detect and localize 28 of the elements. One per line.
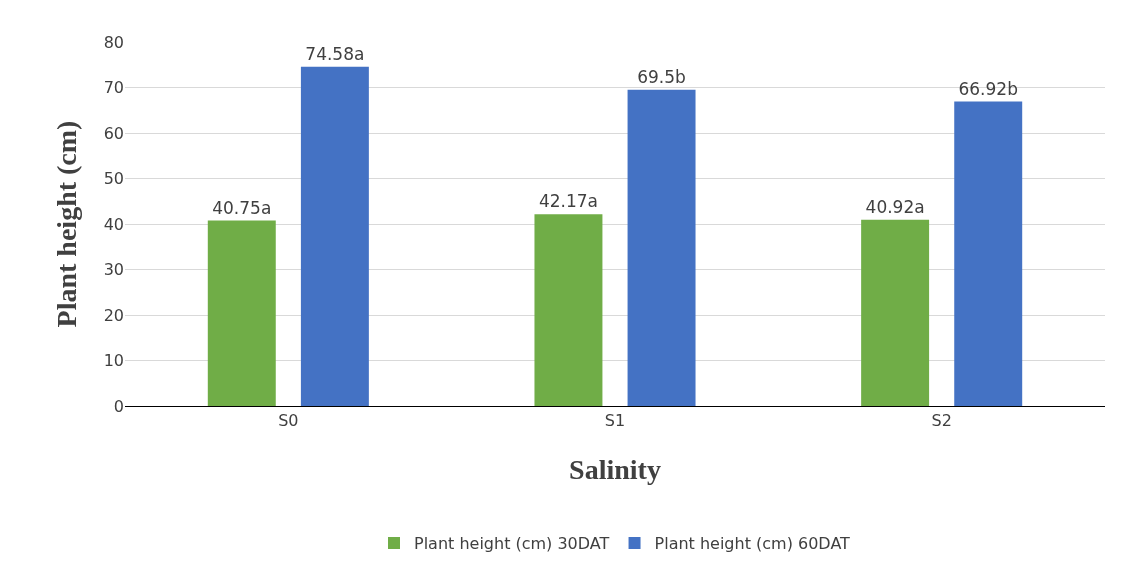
y-tick-label: 80 [103,32,124,52]
legend-label: Plant height (cm) 60DAT [654,534,851,554]
y-tick-label: 60 [103,123,124,143]
y-tick-label: 20 [103,305,124,325]
data-label: 40.75a [212,197,272,218]
legend-label: Plant height (cm) 30DAT [414,534,610,554]
bar [207,220,276,406]
data-label: 69.5b [637,66,686,87]
bar [627,89,696,406]
x-tick-label: S2 [931,411,952,431]
y-tick-label: 40 [103,214,124,234]
x-axis-title: Salinity [569,454,661,486]
data-label: 42.17a [538,191,598,212]
y-tick-label: 70 [103,78,124,98]
data-label: 40.92a [865,196,925,217]
bar [534,214,603,406]
y-tick-label: 0 [113,396,124,416]
x-tick-label: S1 [604,411,626,431]
y-tick-label: 10 [103,351,124,371]
y-tick-label: 30 [103,260,124,280]
bar [861,219,930,406]
bar [954,101,1023,406]
y-axis-title: Plant height (cm) [51,120,83,328]
data-label: 74.58a [305,43,365,64]
y-tick-label: 50 [103,169,124,189]
data-label: 66.92b [958,78,1018,99]
bar [300,66,369,406]
x-tick-label: S0 [278,411,299,431]
